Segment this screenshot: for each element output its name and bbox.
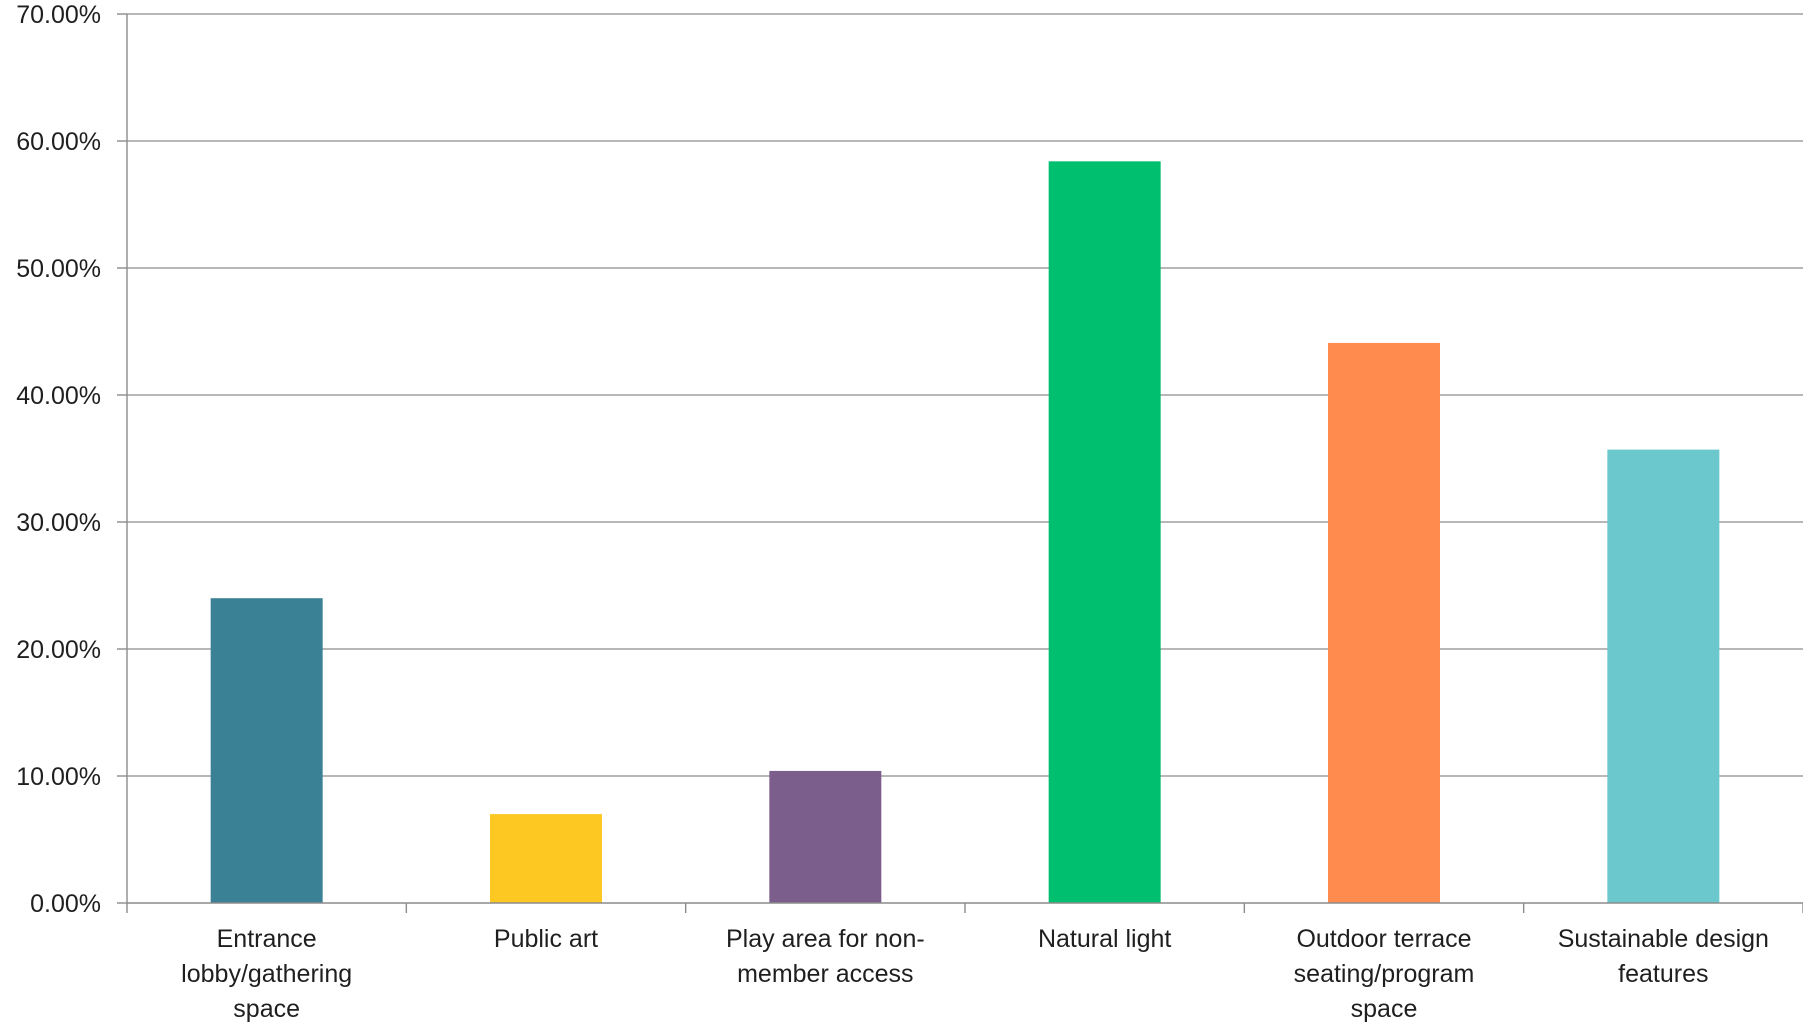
y-tick-label: 70.00% <box>16 1 101 29</box>
x-category-label-line: member access <box>737 960 913 988</box>
x-category-label-line: features <box>1618 960 1708 988</box>
bars <box>210 161 1720 903</box>
x-category-label-line: lobby/gathering <box>181 960 352 988</box>
y-tick-label: 20.00% <box>16 636 101 664</box>
y-axis-tick-labels: 0.00% 10.00% 20.00% 30.00% 40.00% 50.00% 60.00… <box>16 1 101 918</box>
x-category-label-line: Play area for non- <box>726 925 925 953</box>
x-category-label-line: seating/program <box>1294 960 1475 988</box>
gridlines <box>127 13 1803 777</box>
bar <box>1607 449 1720 903</box>
x-axis-category-labels: Entrance lobby/gathering space Public art Pl… <box>181 925 1769 1023</box>
y-tick-label: 40.00% <box>16 382 101 410</box>
x-category-label: Entrance lobby/gathering space <box>181 925 352 1023</box>
y-tick-label: 30.00% <box>16 509 101 537</box>
bar <box>769 770 882 903</box>
x-category-label-line: Public art <box>494 925 598 953</box>
x-category-label: Sustainable design features <box>1558 925 1769 988</box>
x-category-label: Public art <box>494 925 598 953</box>
x-category-label: Natural light <box>1038 925 1171 953</box>
y-tick-label: 60.00% <box>16 128 101 156</box>
bar <box>490 814 602 903</box>
x-category-label-line: space <box>233 995 300 1023</box>
bar <box>1048 161 1161 903</box>
bar <box>210 598 323 903</box>
x-category-label: Outdoor terrace seating/program space <box>1294 925 1475 1023</box>
y-tick-label: 50.00% <box>16 255 101 283</box>
axes <box>117 13 1803 913</box>
bar <box>1328 342 1440 903</box>
x-category-label-line: Natural light <box>1038 925 1171 953</box>
y-tick-label: 10.00% <box>16 763 101 791</box>
x-category-label-line: Outdoor terrace <box>1296 925 1471 953</box>
x-category-label-line: space <box>1351 995 1418 1023</box>
x-category-label-line: Entrance <box>217 925 317 953</box>
x-category-label-line: Sustainable design <box>1558 925 1769 953</box>
y-tick-label: 0.00% <box>30 890 101 918</box>
x-category-label: Play area for non-member access <box>726 925 925 988</box>
